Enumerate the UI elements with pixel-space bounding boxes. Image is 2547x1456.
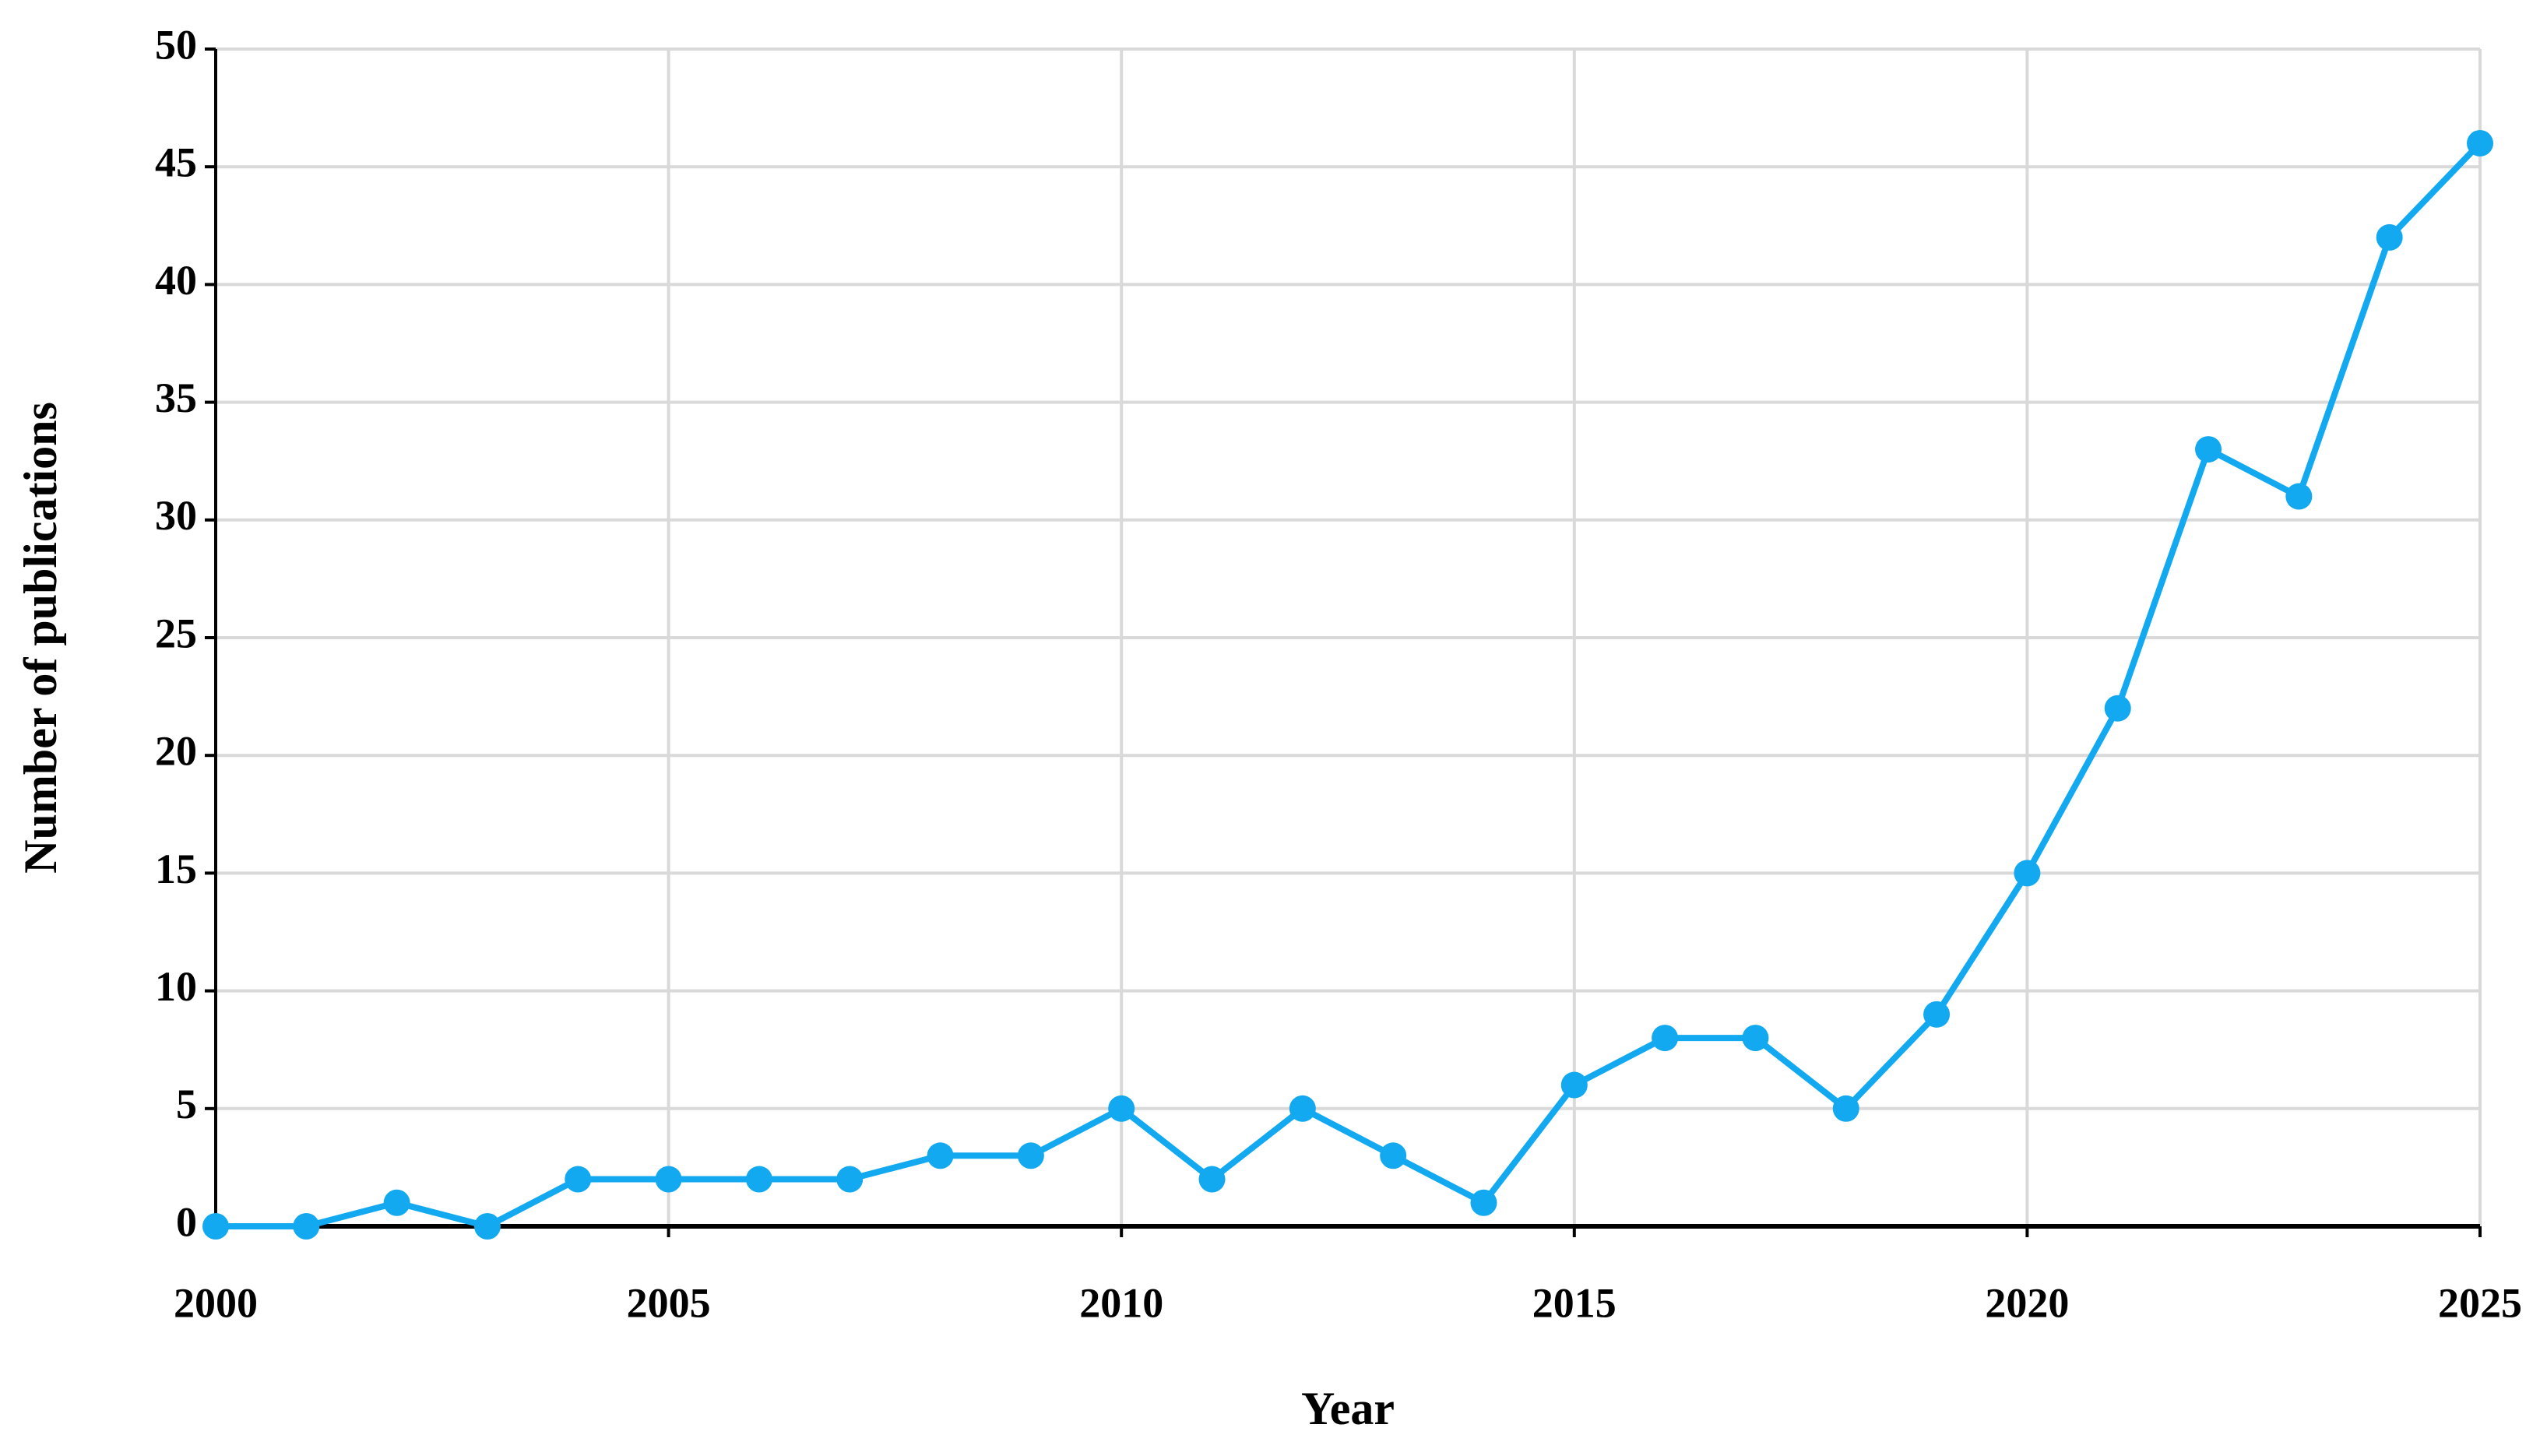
y-tick-label: 30 <box>155 492 197 539</box>
y-axis-title: Number of publications <box>15 402 66 874</box>
x-tick-label: 2020 <box>1985 1279 2069 1326</box>
y-tick-label: 25 <box>155 610 197 656</box>
x-tick-label: 2000 <box>174 1279 258 1326</box>
data-point <box>2285 483 2313 510</box>
data-point <box>293 1213 320 1240</box>
y-tick-label: 40 <box>155 257 197 304</box>
data-point <box>1742 1025 1769 1052</box>
x-tick-label: 2015 <box>1532 1279 1617 1326</box>
data-point <box>1017 1142 1044 1169</box>
y-tick-label: 15 <box>155 846 197 892</box>
data-point <box>1652 1025 1679 1052</box>
data-point <box>1108 1095 1135 1122</box>
data-point <box>565 1166 592 1193</box>
y-tick-label: 45 <box>155 139 197 186</box>
y-tick-label: 0 <box>176 1198 197 1245</box>
data-point <box>1198 1166 1226 1193</box>
x-axis-title: Year <box>1301 1383 1395 1434</box>
data-point <box>2104 695 2131 722</box>
data-point <box>2376 223 2403 251</box>
data-point <box>1923 1001 1951 1028</box>
data-point <box>2467 129 2493 157</box>
data-point <box>2014 860 2041 887</box>
y-tick-label: 5 <box>176 1081 197 1127</box>
data-point <box>202 1213 229 1240</box>
data-point <box>1380 1142 1407 1169</box>
data-line <box>216 141 2482 1229</box>
y-tick-label: 10 <box>155 963 197 1010</box>
y-tick-label: 35 <box>155 375 197 421</box>
data-point <box>655 1166 682 1193</box>
data-point <box>1470 1189 1497 1216</box>
data-point <box>1560 1071 1588 1099</box>
data-point <box>836 1166 864 1193</box>
data-point <box>927 1142 954 1169</box>
data-point <box>745 1166 772 1193</box>
y-tick-label: 50 <box>155 21 197 68</box>
data-point <box>1832 1095 1859 1122</box>
y-tick-label: 20 <box>155 728 197 775</box>
data-point <box>473 1213 501 1240</box>
data-point <box>383 1189 410 1216</box>
data-point <box>1289 1095 1316 1122</box>
x-tick-label: 2005 <box>627 1279 711 1326</box>
data-point <box>2195 436 2222 463</box>
x-tick-label: 2010 <box>1079 1279 1163 1326</box>
x-tick-label: 2025 <box>2438 1279 2522 1326</box>
